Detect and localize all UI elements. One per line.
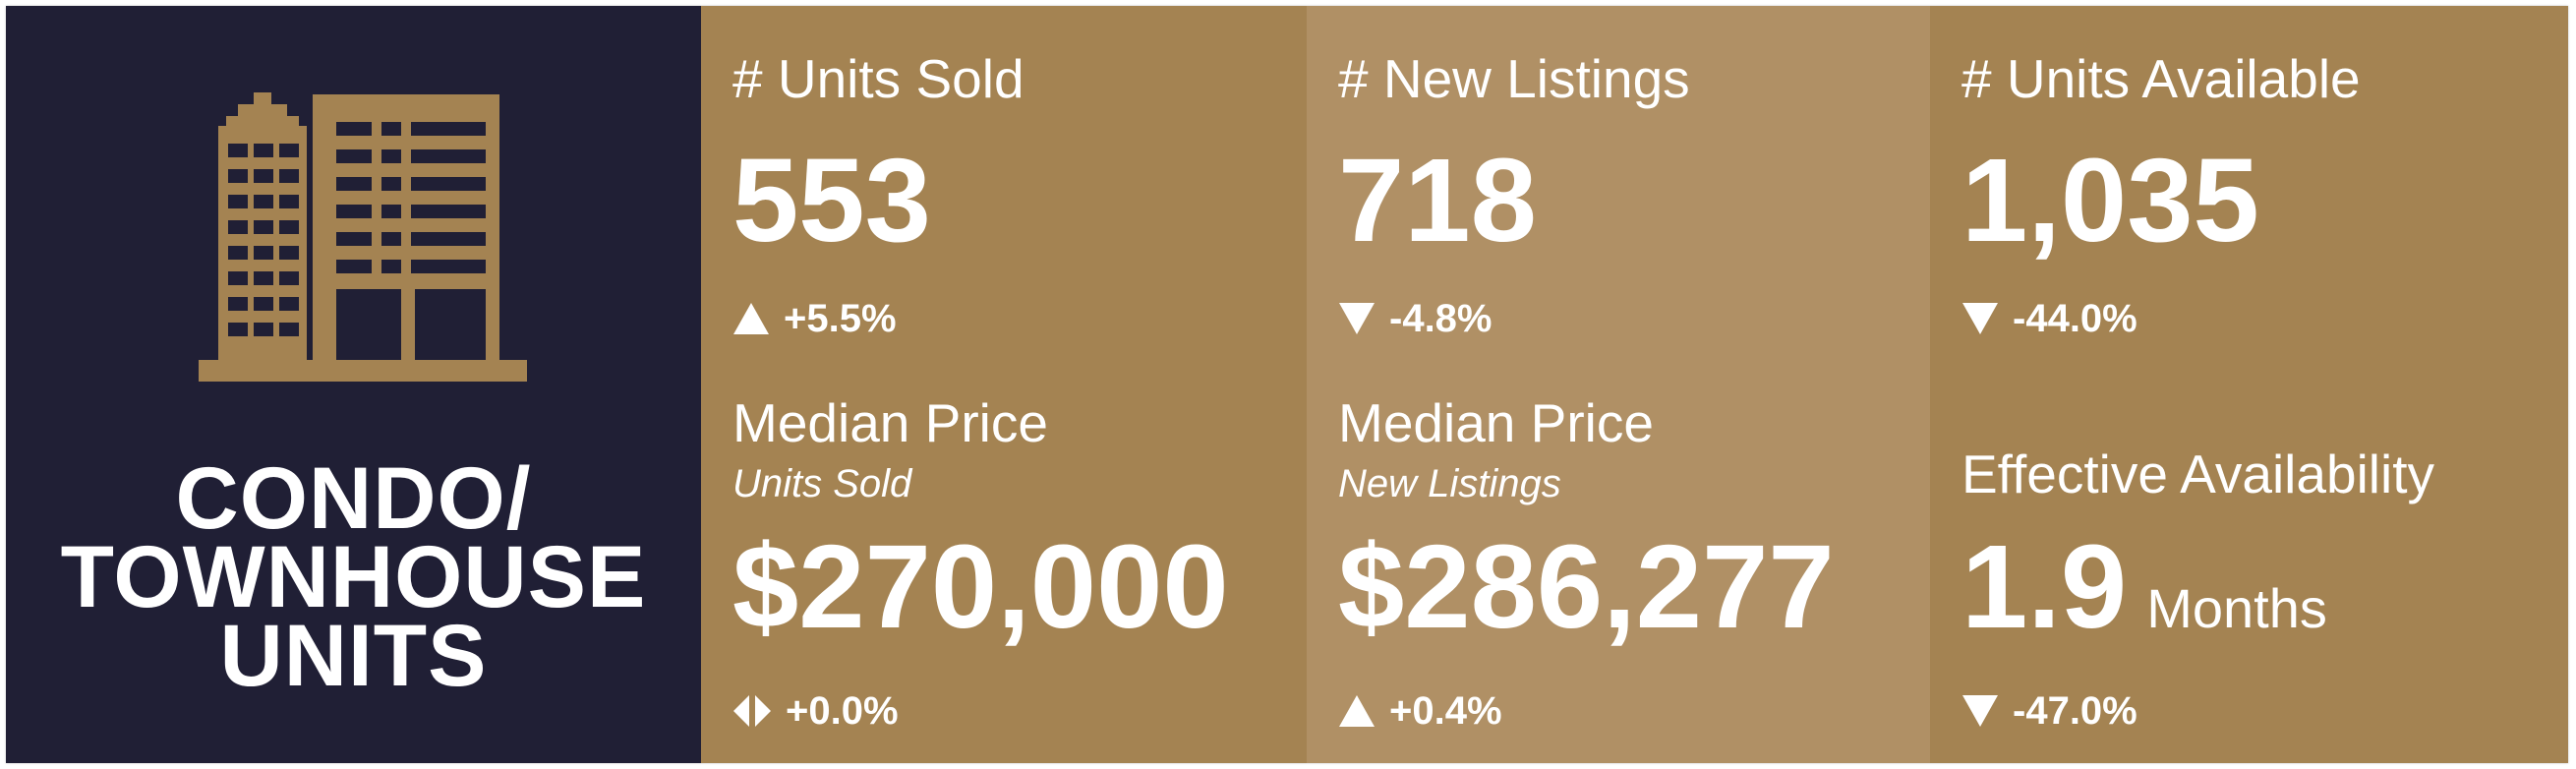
triangle-down-icon — [1962, 695, 1998, 727]
new-listings-label: # New Listings — [1338, 48, 1690, 109]
median-price-listings-change: +0.4% — [1338, 688, 1502, 734]
median-price-listings-sublabel: New Listings — [1338, 462, 1561, 505]
new-listings-panel: # New Listings 718 -4.8% Median Price Ne… — [1307, 6, 1930, 763]
units-available-change-text: -44.0% — [2013, 297, 2137, 340]
effective-availability-change-text: -47.0% — [2013, 689, 2137, 733]
median-price-listings-change-text: +0.4% — [1389, 689, 1502, 733]
brand-title-line-2: TOWNHOUSE — [60, 527, 647, 625]
units-sold-value: 553 — [732, 133, 931, 266]
new-listings-change: -4.8% — [1338, 296, 1493, 341]
effective-availability-unit: Months — [2146, 577, 2327, 639]
triangle-down-icon — [1962, 303, 1998, 334]
building-icon — [199, 92, 527, 382]
median-price-sold-value: $270,000 — [732, 519, 1229, 653]
median-price-sold-sublabel: Units Sold — [732, 462, 912, 505]
median-price-sold-change-text: +0.0% — [786, 689, 899, 733]
median-price-sold-label: Median Price — [732, 392, 1048, 453]
median-price-listings-label: Median Price — [1338, 392, 1654, 453]
units-available-label: # Units Available — [1961, 48, 2361, 109]
left-right-arrows-icon — [733, 695, 771, 727]
triangle-up-icon — [733, 303, 769, 334]
condo-townhouse-stats-banner: CONDO/ TOWNHOUSE UNITS # Units Sold 553 … — [6, 6, 2568, 763]
effective-availability-label: Effective Availability — [1961, 444, 2435, 504]
units-available-panel: # Units Available 1,035 -44.0% Effective… — [1930, 6, 2568, 763]
effective-availability-change: -47.0% — [1961, 688, 2137, 734]
units-sold-change: +5.5% — [732, 296, 897, 341]
effective-availability-value-row: 1.9 Months — [1961, 522, 2327, 673]
units-available-change: -44.0% — [1961, 296, 2137, 341]
units-sold-change-text: +5.5% — [784, 297, 897, 340]
new-listings-value: 718 — [1338, 133, 1537, 266]
triangle-up-icon — [1339, 695, 1375, 727]
triangle-down-icon — [1339, 303, 1375, 334]
brand-panel: CONDO/ TOWNHOUSE UNITS — [6, 6, 701, 763]
brand-title-line-3: UNITS — [219, 606, 488, 704]
units-sold-panel: # Units Sold 553 +5.5% Median Price Unit… — [701, 6, 1307, 763]
median-price-listings-value: $286,277 — [1338, 519, 1835, 653]
brand-title-line-1: CONDO/ — [175, 448, 532, 547]
effective-availability-value: 1.9 — [1961, 519, 2128, 653]
new-listings-change-text: -4.8% — [1389, 297, 1493, 340]
units-sold-label: # Units Sold — [732, 48, 1025, 109]
median-price-sold-change: +0.0% — [732, 688, 899, 734]
units-available-value: 1,035 — [1961, 133, 2259, 266]
